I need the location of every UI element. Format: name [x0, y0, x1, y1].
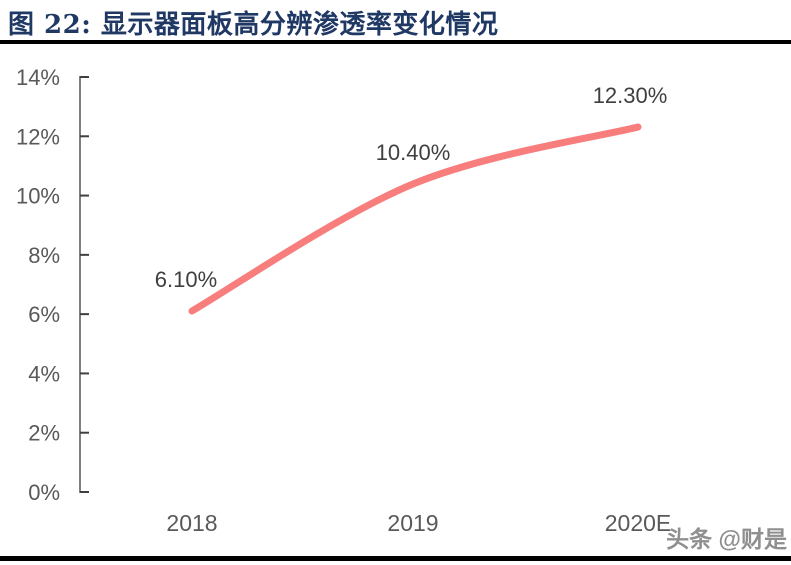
y-axis-label: 8% — [28, 243, 60, 268]
data-label: 6.10% — [155, 267, 217, 292]
x-axis-label: 2018 — [166, 510, 217, 536]
series-line — [188, 123, 642, 315]
bottom-rule — [0, 556, 791, 561]
x-axis-label: 2019 — [387, 510, 438, 536]
title-underline — [0, 40, 791, 44]
y-axis-label: 2% — [28, 421, 60, 446]
data-label: 12.30% — [593, 83, 668, 108]
y-axis-label: 14% — [16, 65, 60, 90]
y-axis-label: 10% — [16, 184, 60, 209]
figure-title: 图 22: 显示器面板高分辨渗透率变化情况 — [8, 10, 499, 40]
y-axis-label: 4% — [28, 361, 60, 386]
watermark: 头条 @财是 — [666, 526, 787, 552]
y-axis-label: 0% — [28, 480, 60, 505]
y-axis-label: 6% — [28, 302, 60, 327]
x-axis-label: 2020E — [605, 510, 672, 536]
y-axis-label: 12% — [16, 124, 60, 149]
data-label: 10.40% — [376, 140, 451, 165]
